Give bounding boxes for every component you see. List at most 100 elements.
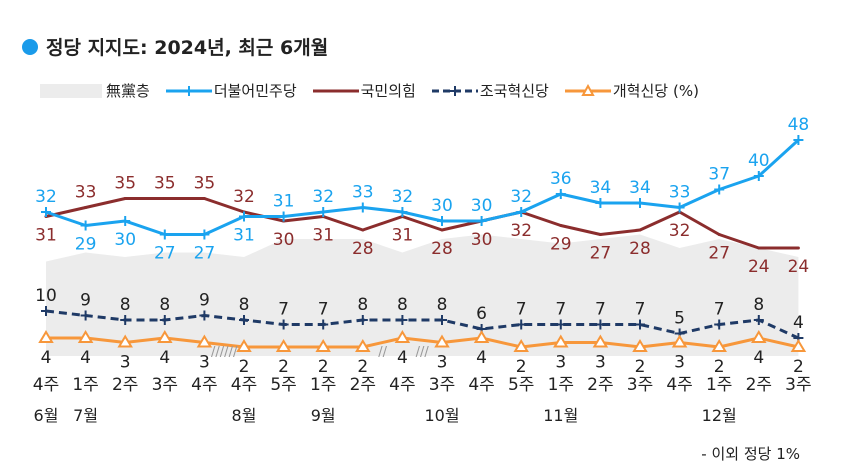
- data-label-1: 27: [194, 244, 216, 264]
- point-plus-3: [80, 310, 91, 321]
- data-label-1: 31: [233, 226, 255, 246]
- data-label-1: 36: [550, 169, 572, 189]
- data-label-3: 8: [120, 295, 131, 315]
- gap-mark: //////: [211, 345, 238, 360]
- point-plus-3: [357, 315, 368, 325]
- data-label-2: 31: [35, 226, 57, 246]
- legend-item-ppp: 국민의힘: [311, 80, 416, 101]
- legend: 無黨층 더불어민주당 국민의힘 조국혁신당 개혁신당 (%): [40, 80, 713, 101]
- legend-label: 조국혁신당: [479, 82, 549, 100]
- x-tick-label: 2주: [746, 375, 772, 395]
- x-tick-label: 3주: [627, 375, 653, 395]
- data-label-4: 2: [516, 357, 527, 377]
- point-plus-1: [80, 220, 91, 231]
- point-triangle: [513, 339, 529, 352]
- legend-label: 개혁신당: [612, 82, 669, 100]
- point-plus-1: [516, 207, 527, 217]
- x-tick-label: 4주: [666, 375, 692, 395]
- point-2: [123, 197, 127, 200]
- data-label-3: 6: [476, 304, 487, 324]
- point-plus-3: [120, 315, 131, 325]
- month-label: 8월: [232, 406, 257, 425]
- data-label-1: 30: [114, 230, 136, 250]
- data-label-2: 33: [75, 183, 97, 203]
- point-triangle: [553, 334, 569, 348]
- point-triangle: [355, 339, 371, 352]
- point-plus-3: [278, 319, 289, 330]
- data-label-3: 7: [635, 300, 646, 320]
- x-tick-label: 5주: [270, 375, 296, 395]
- data-label-3: 9: [199, 291, 210, 311]
- data-label-3: 7: [714, 300, 725, 320]
- month-label: 9월: [311, 406, 336, 425]
- point-plus-3: [239, 315, 249, 325]
- point-triangle: [196, 334, 213, 348]
- point-triangle: [592, 334, 609, 348]
- data-label-1: 37: [708, 165, 730, 185]
- legend-swatch-area: [40, 83, 102, 98]
- data-label-1: 33: [669, 183, 691, 203]
- data-label-2: 28: [629, 239, 651, 259]
- point-2: [717, 233, 721, 236]
- point-plus-1: [437, 216, 447, 226]
- x-tick-label: 4주: [468, 375, 494, 395]
- point-triangle: [275, 339, 292, 352]
- legend-swatch-dem: [165, 85, 212, 96]
- data-label-1: 40: [748, 151, 770, 171]
- data-label-2: 24: [748, 257, 770, 277]
- point-triangle: [632, 339, 648, 352]
- x-tick-label: 5주: [508, 375, 534, 395]
- point-2: [598, 233, 602, 236]
- title-dot-icon: [22, 38, 38, 55]
- data-label-4: 2: [793, 357, 804, 377]
- data-label-4: 3: [437, 353, 448, 373]
- x-tick-label: 4주: [231, 375, 257, 395]
- point-plus-3: [714, 319, 725, 330]
- point-plus-1: [159, 229, 170, 240]
- data-label-1: 34: [590, 178, 612, 198]
- title-text: 정당 지지도: 2024년, 최근 6개월: [46, 37, 329, 59]
- point-plus-3: [318, 319, 329, 330]
- point-2: [757, 246, 761, 250]
- x-tick-label: 3주: [785, 375, 811, 395]
- data-label-4: 3: [199, 353, 210, 373]
- point-triangle: [157, 330, 173, 343]
- point-plus-1: [318, 207, 329, 217]
- data-label-3: 8: [159, 295, 170, 315]
- legend-item-rebuild: 조국혁신당: [430, 80, 549, 101]
- data-label-1: 48: [788, 115, 810, 135]
- point-triangle: [751, 330, 767, 343]
- data-label-4: 4: [753, 348, 764, 368]
- month-label: 6월: [34, 406, 59, 425]
- data-label-3: 7: [555, 300, 566, 320]
- data-label-3: 4: [793, 313, 804, 333]
- x-tick-label: 3주: [152, 375, 178, 395]
- point-2: [202, 197, 206, 200]
- data-label-4: 4: [80, 348, 91, 368]
- data-label-4: 2: [318, 357, 329, 377]
- point-plus-3: [555, 319, 566, 330]
- point-2: [84, 206, 88, 209]
- point-triangle: [77, 330, 94, 343]
- data-label-3: 8: [397, 295, 408, 315]
- month-label: 10월: [424, 406, 459, 425]
- point-plus-1: [476, 216, 487, 226]
- point-plus-1: [595, 198, 606, 208]
- data-label-4: 4: [397, 348, 408, 368]
- point-plus-1: [397, 207, 408, 217]
- point-2: [638, 228, 642, 232]
- point-plus-1: [714, 184, 725, 195]
- legend-unit: (%): [673, 81, 700, 100]
- gap-mark: //: [378, 345, 387, 360]
- point-plus-1: [278, 211, 289, 222]
- gap-mark: ///: [416, 345, 430, 360]
- x-tick-label: 4주: [389, 375, 415, 395]
- data-label-2: 35: [194, 174, 216, 194]
- data-label-1: 30: [471, 196, 493, 216]
- data-label-1: 34: [629, 178, 651, 198]
- point-plus-1: [753, 171, 764, 181]
- data-label-2: 27: [708, 244, 730, 264]
- point-plus-3: [516, 319, 527, 330]
- point-triangle: [434, 334, 450, 348]
